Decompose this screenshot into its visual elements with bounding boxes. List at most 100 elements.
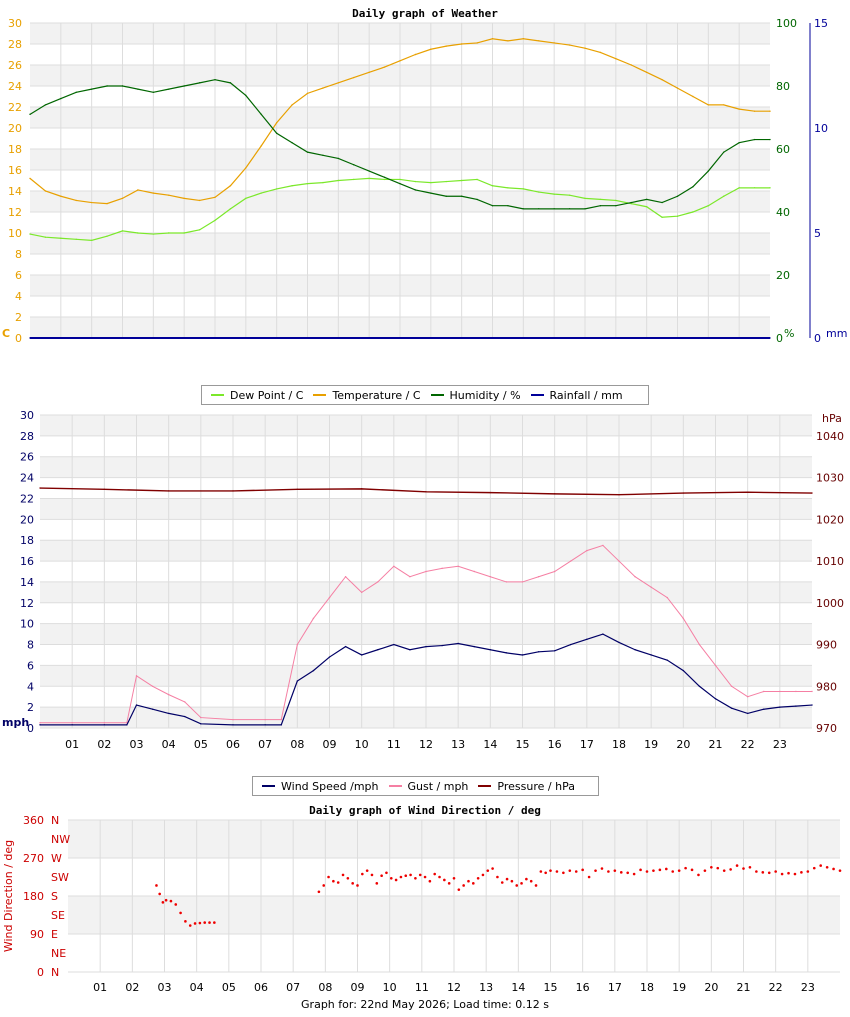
data-point (812, 866, 816, 870)
data-point (630, 202, 632, 205)
data-point (671, 870, 675, 873)
compass-label: NE (51, 947, 66, 960)
data-point (430, 48, 432, 50)
data-point (763, 690, 765, 693)
legend-item-rainfall: Rainfall / mm (530, 389, 623, 402)
y2-tick-label: 970 (816, 722, 837, 735)
y-tick-label: 14 (20, 576, 34, 589)
data-point (423, 875, 427, 879)
data-point (214, 79, 216, 81)
data-point (328, 596, 331, 599)
data-point (433, 872, 437, 876)
data-point (525, 877, 528, 881)
data-point (383, 178, 386, 181)
data-point (615, 205, 617, 207)
data-point (761, 871, 765, 874)
data-point (168, 232, 170, 234)
data-point (650, 586, 652, 588)
y-tick-label: 2 (15, 311, 22, 324)
wind-speed-chart: 0246810121416182022242628309709809901000… (2, 409, 844, 751)
data-point (581, 868, 584, 872)
data-point (742, 867, 745, 870)
data-point (29, 233, 31, 235)
data-point (553, 193, 555, 195)
data-point (198, 921, 202, 925)
data-point (174, 903, 178, 906)
data-point (521, 581, 524, 583)
data-point (539, 870, 543, 873)
data-point (806, 870, 810, 873)
data-point (164, 898, 168, 902)
data-point (457, 888, 461, 891)
data-point (632, 872, 636, 876)
data-point (746, 696, 749, 698)
y2-tick-label: 1040 (816, 430, 844, 443)
data-point (322, 87, 324, 89)
data-point (507, 187, 509, 189)
data-point (568, 869, 572, 872)
data-point (353, 76, 355, 79)
x-tick-label: 19 (644, 738, 658, 751)
data-point (619, 871, 623, 874)
data-point (467, 879, 470, 883)
data-point (322, 884, 326, 887)
data-point (716, 866, 720, 870)
data-point (780, 872, 784, 876)
data-point (106, 235, 108, 237)
y-tick-label: 30 (20, 409, 34, 422)
legend-label: Temperature / C (332, 388, 421, 402)
data-point (460, 179, 463, 182)
y2-tick-label: 0 (776, 332, 783, 345)
data-point (213, 921, 216, 924)
data-point (825, 865, 829, 869)
data-point (383, 66, 386, 68)
data-point (555, 870, 559, 873)
data-point (44, 190, 47, 192)
data-point (544, 871, 547, 875)
x-tick-label: 19 (672, 981, 686, 994)
y-tick-label: 18 (20, 534, 34, 547)
data-point (39, 487, 41, 489)
y2-axis-label: hPa (822, 412, 842, 425)
data-point (738, 108, 740, 110)
data-point (443, 878, 446, 882)
data-point (767, 871, 771, 875)
data-point (534, 884, 538, 887)
y-tick-label: 12 (20, 597, 34, 610)
x-tick-label: 20 (704, 981, 718, 994)
data-point (666, 596, 668, 599)
data-point (703, 869, 707, 872)
data-point (684, 866, 687, 870)
compass-label: SE (51, 909, 65, 922)
data-point (537, 651, 540, 653)
x-tick-label: 16 (576, 981, 590, 994)
data-point (753, 110, 756, 112)
data-point (365, 869, 369, 872)
y-tick-label: 14 (8, 185, 22, 198)
data-point (368, 170, 370, 172)
data-point (75, 91, 77, 94)
data-point (692, 211, 694, 213)
x-tick-label: 04 (190, 981, 204, 994)
y2-tick-label: 1010 (816, 555, 844, 568)
data-point (570, 643, 572, 646)
data-point (264, 718, 266, 721)
data-point (661, 201, 663, 204)
data-point (158, 892, 161, 896)
legend-item-wind-speed: Wind Speed /mph (262, 780, 379, 793)
data-point (698, 685, 701, 687)
data-point (677, 869, 681, 872)
data-point (723, 195, 725, 197)
legend-label: Dew Point / C (230, 388, 304, 402)
data-point (515, 884, 519, 887)
data-point (562, 871, 565, 875)
data-point (819, 864, 822, 867)
data-point (167, 693, 170, 696)
data-point (60, 97, 62, 100)
data-point (399, 178, 401, 181)
data-point (356, 884, 359, 887)
x-tick-label: 13 (451, 738, 465, 751)
data-point (748, 865, 752, 869)
y-tick-label: 0 (27, 722, 34, 735)
data-point (167, 712, 170, 715)
